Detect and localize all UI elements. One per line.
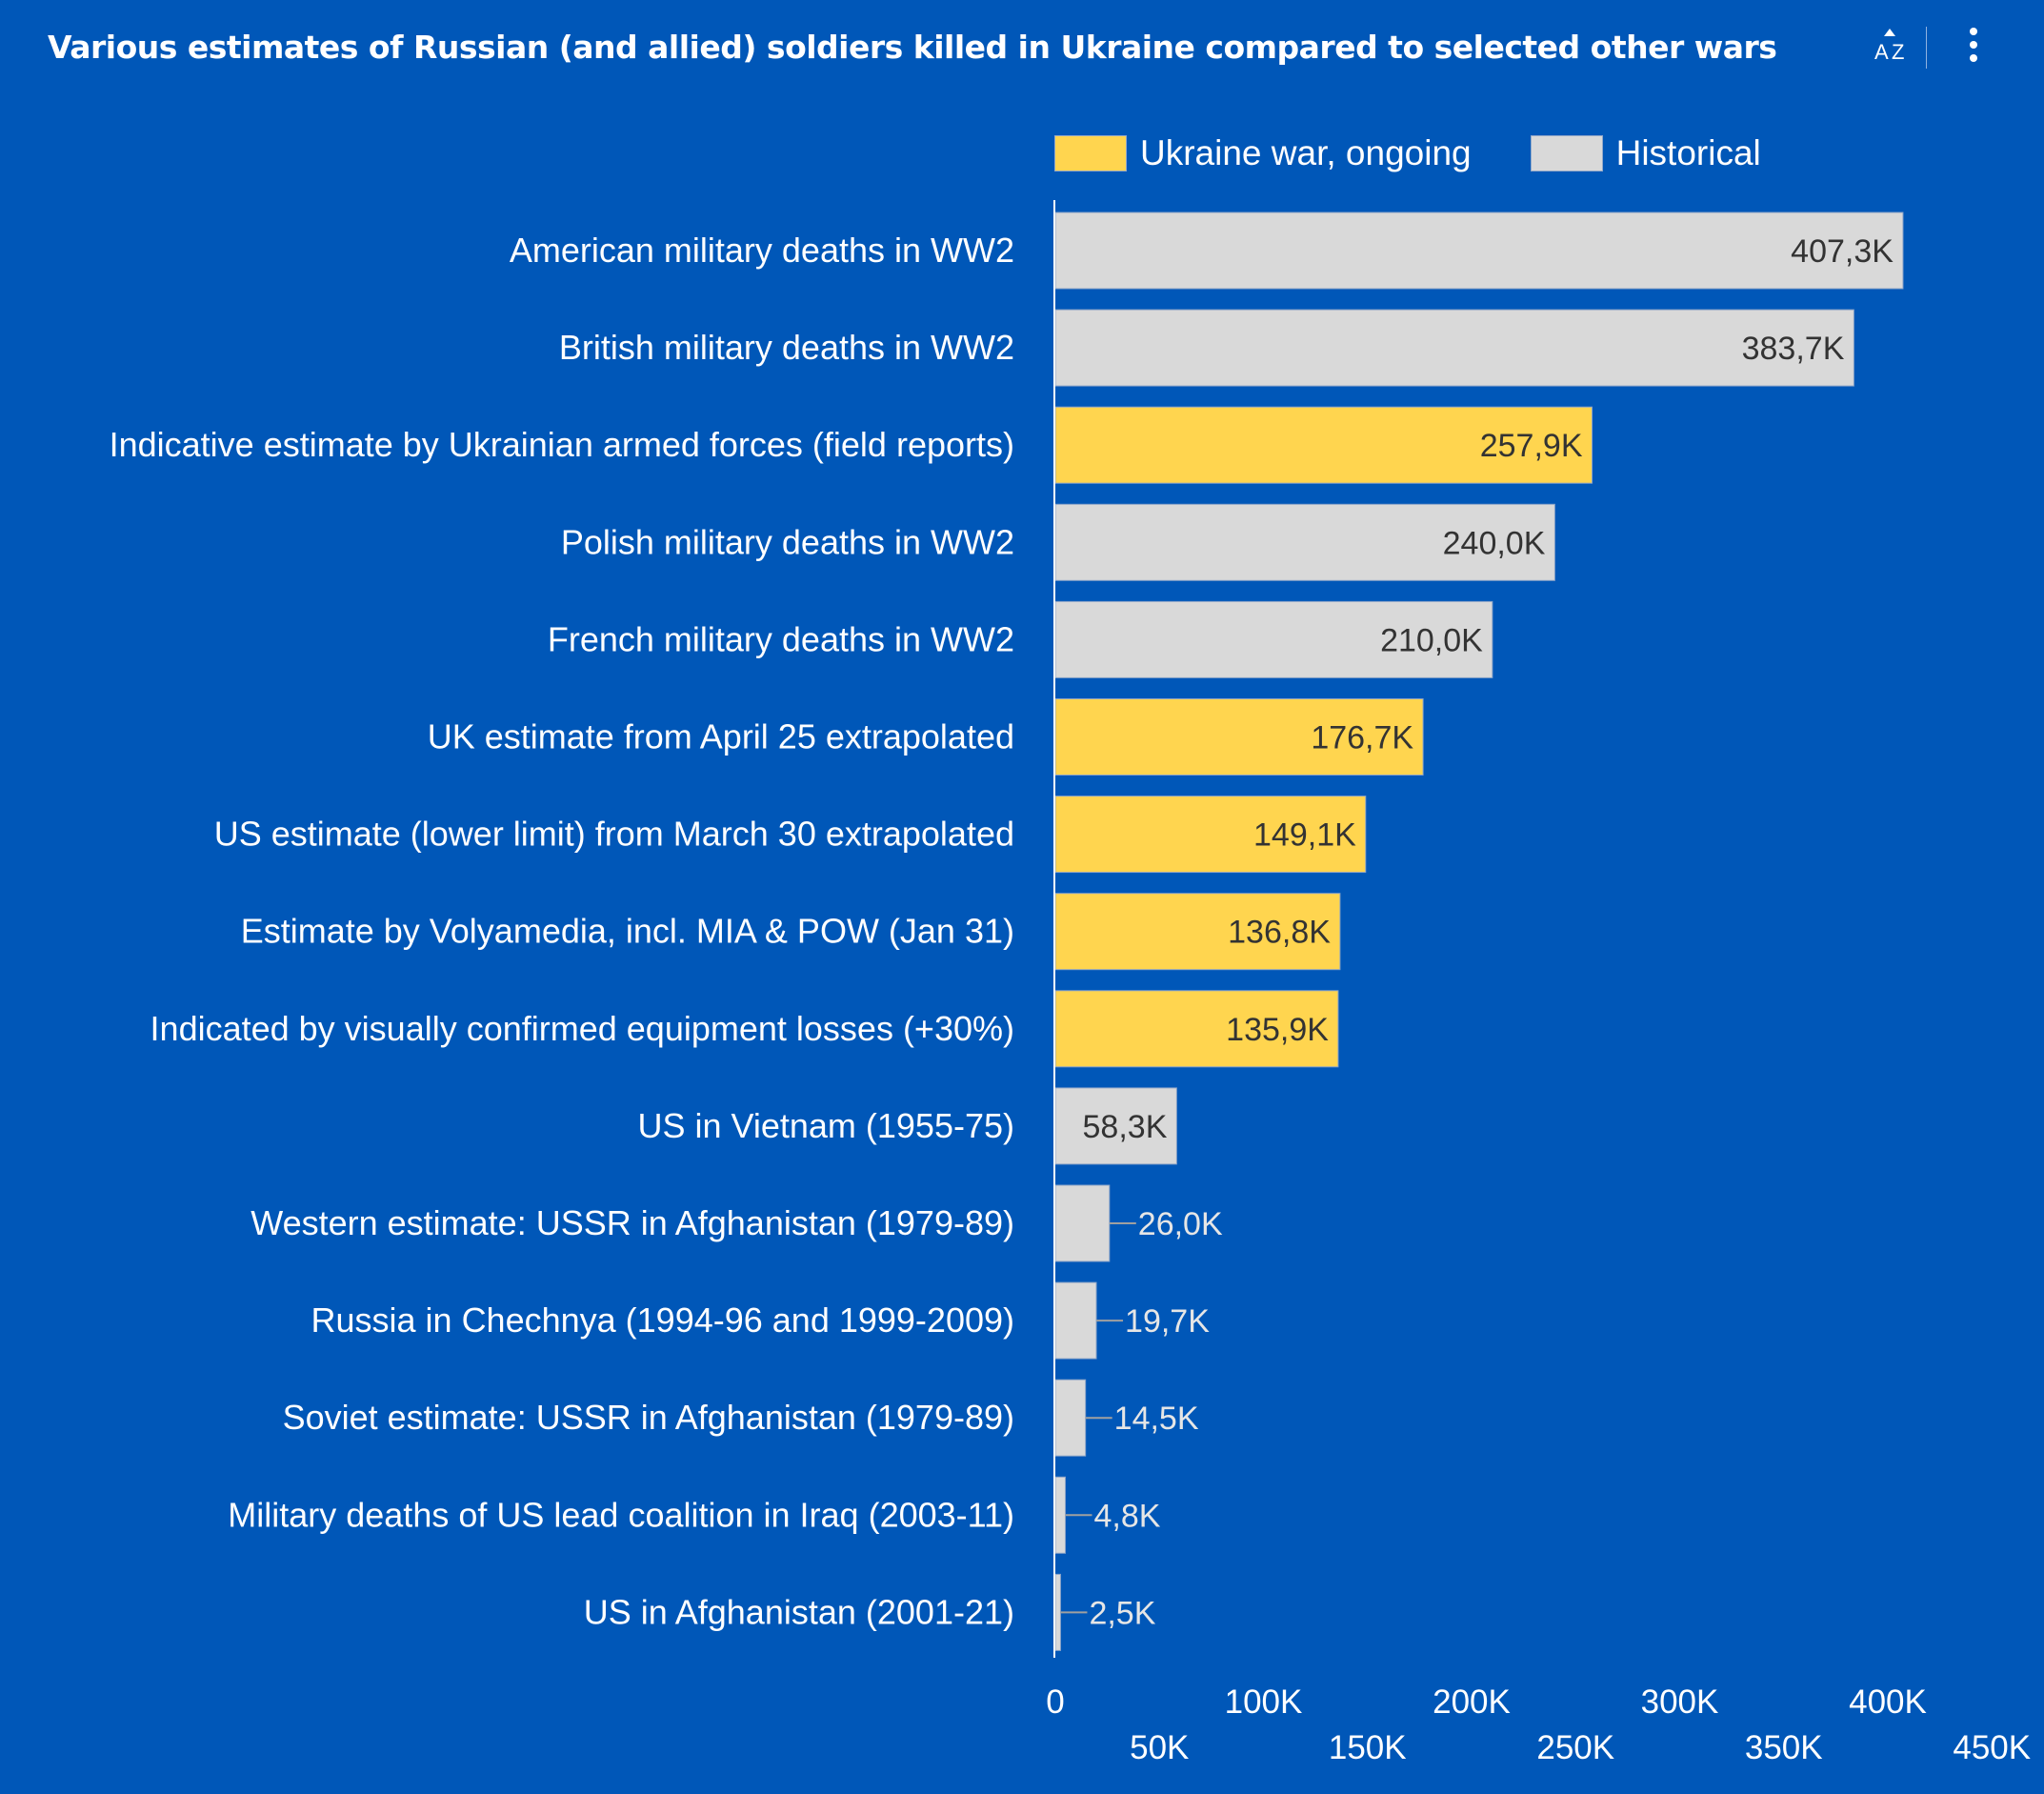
category-label: Estimate by Volyamedia, incl. MIA & POW … — [241, 912, 1014, 951]
bar[interactable] — [1054, 503, 1555, 581]
x-tick-label: 250K — [1536, 1729, 1614, 1766]
legend-item-historical[interactable]: Historical — [1530, 133, 1761, 173]
data-label: 257,9K — [1480, 428, 1583, 464]
data-label: 19,7K — [1125, 1303, 1210, 1340]
category-label: Polish military deaths in WW2 — [561, 522, 1014, 561]
category-label: Indicated by visually confirmed equipmen… — [150, 1009, 1014, 1048]
bar[interactable] — [1054, 1184, 1111, 1262]
svg-text:A: A — [1874, 40, 1889, 64]
data-label: 26,0K — [1138, 1206, 1223, 1242]
data-label: 136,8K — [1228, 915, 1331, 951]
category-label: US in Vietnam (1955-75) — [637, 1106, 1014, 1145]
data-label: 2,5K — [1089, 1595, 1155, 1631]
data-label: 149,1K — [1253, 817, 1356, 854]
more-vertical-icon[interactable] — [1962, 25, 1985, 72]
legend-swatch-historical — [1530, 135, 1603, 171]
x-axis-ticks: 0 50K 100K 150K 200K 250K 300K 350K 400K 450K — [1046, 1683, 2031, 1766]
category-label: UK estimate from April 25 extrapolated — [428, 717, 1014, 756]
category-label: US estimate (lower limit) from March 30 … — [214, 815, 1014, 854]
x-tick-label: 200K — [1433, 1683, 1511, 1721]
category-label: British military deaths in WW2 — [559, 328, 1014, 367]
x-tick-label: 450K — [1953, 1729, 2031, 1766]
category-label: Western estimate: USSR in Afghanistan (1… — [250, 1203, 1014, 1242]
data-label: 58,3K — [1083, 1109, 1168, 1145]
x-tick-label: 400K — [1849, 1683, 1927, 1721]
legend-label-ukraine: Ukraine war, ongoing — [1140, 133, 1472, 172]
data-label: 407,3K — [1791, 233, 1894, 270]
data-label: 4,8K — [1093, 1498, 1160, 1534]
bar[interactable] — [1054, 600, 1493, 678]
svg-text:Z: Z — [1892, 40, 1904, 64]
bar[interactable] — [1054, 406, 1593, 484]
x-tick-label: 100K — [1225, 1683, 1303, 1721]
data-label: 210,0K — [1380, 622, 1483, 658]
x-tick-label: 300K — [1641, 1683, 1719, 1721]
bar[interactable] — [1054, 212, 1904, 290]
category-label: American military deaths in WW2 — [510, 231, 1014, 270]
legend-label-historical: Historical — [1615, 133, 1761, 172]
x-tick-label: 50K — [1130, 1729, 1189, 1766]
bar[interactable] — [1054, 698, 1424, 776]
chart-toolbar: A Z — [1867, 21, 2019, 78]
chart-title: Various estimates of Russian (and allied… — [48, 29, 1777, 66]
category-label: US in Afghanistan (2001-21) — [584, 1592, 1014, 1631]
bars-group: 407,3K 383,7K 257,9K 240,0K 210,0K 176,7K 149,… — [1054, 212, 1904, 1651]
sort-az-icon[interactable]: A Z — [1867, 25, 1913, 71]
bar[interactable] — [1054, 990, 1339, 1068]
data-label: 383,7K — [1742, 331, 1845, 367]
data-label: 14,5K — [1114, 1401, 1199, 1437]
x-tick-label: 150K — [1329, 1729, 1407, 1766]
legend: Ukraine war, ongoing Historical — [1054, 133, 1820, 173]
category-label: Soviet estimate: USSR in Afghanistan (19… — [283, 1398, 1014, 1437]
bar[interactable] — [1054, 1573, 1061, 1651]
bar[interactable] — [1054, 1281, 1097, 1360]
category-label: Military deaths of US lead coalition in … — [228, 1495, 1014, 1534]
bar[interactable] — [1054, 1379, 1087, 1457]
data-label: 176,7K — [1311, 720, 1413, 756]
bar[interactable] — [1054, 1087, 1177, 1165]
category-label: Russia in Chechnya (1994-96 and 1999-200… — [311, 1300, 1015, 1340]
data-label: 135,9K — [1226, 1012, 1329, 1048]
toolbar-divider — [1926, 27, 1927, 69]
data-label: 240,0K — [1443, 525, 1546, 561]
bar[interactable] — [1054, 893, 1341, 971]
category-labels: American military deaths in WW2 British m… — [110, 231, 1014, 1631]
x-tick-label: 0 — [1046, 1683, 1064, 1721]
legend-swatch-ukraine — [1054, 135, 1127, 171]
bar[interactable] — [1054, 796, 1367, 874]
bar[interactable] — [1054, 1476, 1066, 1554]
legend-item-ukraine[interactable]: Ukraine war, ongoing — [1054, 133, 1472, 173]
bar[interactable] — [1054, 309, 1854, 387]
category-label: French military deaths in WW2 — [548, 619, 1014, 658]
category-label: Indicative estimate by Ukrainian armed f… — [110, 425, 1014, 464]
x-tick-label: 350K — [1745, 1729, 1823, 1766]
